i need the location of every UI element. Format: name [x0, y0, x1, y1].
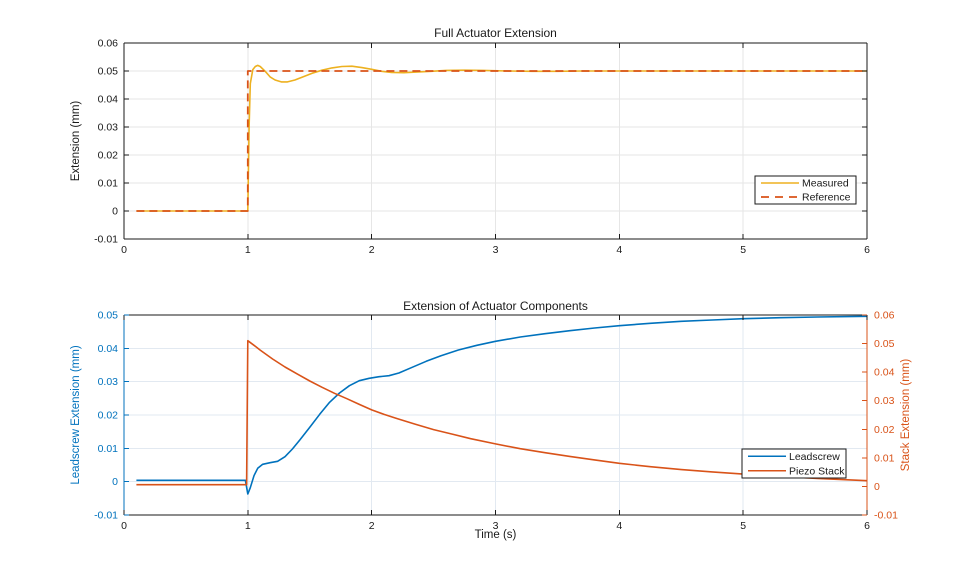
svg-text:0.01: 0.01	[98, 443, 119, 455]
svg-text:4: 4	[616, 520, 622, 532]
svg-text:0.02: 0.02	[98, 150, 119, 162]
svg-text:5: 5	[740, 244, 746, 256]
svg-text:0.03: 0.03	[98, 122, 119, 134]
svg-text:0.06: 0.06	[874, 310, 895, 322]
svg-text:0.04: 0.04	[98, 94, 119, 106]
series-leadscrew	[136, 315, 868, 495]
svg-text:0: 0	[874, 481, 880, 493]
svg-text:3: 3	[493, 244, 499, 256]
top-chart: 0 1 2 3 4 5 6-0.0100.010.020.030.040.050.06Mea…	[94, 38, 870, 257]
svg-text:0.04: 0.04	[874, 367, 895, 379]
svg-text:0: 0	[112, 476, 118, 488]
tick-marks	[123, 314, 868, 516]
svg-text:3: 3	[493, 520, 499, 532]
bottom-chart-title: Extension of Actuator Components	[403, 299, 588, 313]
svg-text:0.05: 0.05	[874, 338, 895, 350]
legend-label-reference: Reference	[802, 192, 851, 204]
svg-text:4: 4	[616, 244, 622, 256]
svg-text:1: 1	[245, 244, 251, 256]
top-chart-ylabel: Extension (mm)	[70, 100, 82, 182]
bottom-chart-ylabel-right: Stack Extension (mm)	[900, 358, 912, 472]
svg-text:0: 0	[121, 520, 127, 532]
svg-text:0.01: 0.01	[874, 452, 895, 464]
tick-marks	[123, 42, 868, 240]
bottom-chart-ylabel-left: Leadscrew Extension (mm)	[70, 345, 82, 485]
legend-label-leadscrew: Leadscrew	[789, 451, 840, 463]
svg-text:5: 5	[740, 520, 746, 532]
svg-text:2: 2	[369, 244, 375, 256]
legend: Measured Reference	[754, 175, 857, 205]
svg-text:-0.01: -0.01	[874, 510, 898, 522]
svg-text:0.04: 0.04	[98, 343, 119, 355]
series-piezo-stack	[136, 339, 868, 486]
svg-text:0: 0	[112, 206, 118, 218]
bottom-chart-xlabel: Time (s)	[474, 529, 517, 541]
svg-text:0.05: 0.05	[98, 310, 119, 322]
legend: Leadscrew Piezo Stack	[741, 448, 847, 479]
tick-labels: 0 1 2 3 4 5 6-0.0100.010.020.030.040.05-0.0100…	[94, 310, 898, 533]
svg-text:0.03: 0.03	[874, 395, 895, 407]
svg-text:0.02: 0.02	[874, 424, 895, 436]
svg-text:-0.01: -0.01	[94, 234, 118, 246]
bottom-chart: 0 1 2 3 4 5 6-0.0100.010.020.030.040.05-0.0100…	[94, 310, 898, 533]
svg-text:0.01: 0.01	[98, 178, 119, 190]
svg-text:2: 2	[369, 520, 375, 532]
legend-box	[754, 175, 857, 205]
svg-text:0.05: 0.05	[98, 66, 119, 78]
legend-label-measured: Measured	[802, 178, 849, 190]
svg-text:6: 6	[864, 244, 870, 256]
legend-box	[741, 448, 847, 479]
svg-text:0.03: 0.03	[98, 376, 119, 388]
series-reference	[136, 70, 867, 212]
legend-label-piezo-stack: Piezo Stack	[789, 465, 845, 477]
svg-text:6: 6	[864, 520, 870, 532]
svg-text:-0.01: -0.01	[94, 510, 118, 522]
series-group	[136, 315, 868, 495]
svg-text:0.06: 0.06	[98, 38, 119, 50]
svg-text:1: 1	[245, 520, 251, 532]
svg-text:0: 0	[121, 244, 127, 256]
series-group	[136, 64, 867, 212]
svg-text:0.02: 0.02	[98, 410, 119, 422]
top-chart-title: Full Actuator Extension	[434, 26, 557, 40]
